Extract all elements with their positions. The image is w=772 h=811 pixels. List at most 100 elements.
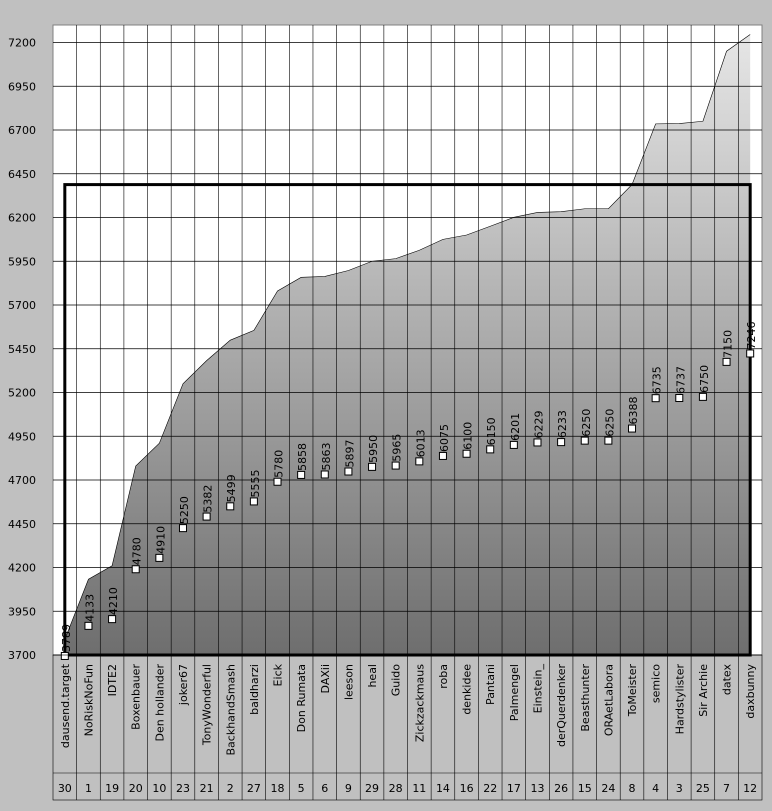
rank-label: 9 — [345, 782, 352, 795]
rank-label: 12 — [743, 782, 757, 795]
marker — [438, 451, 447, 460]
y-tick-label: 4200 — [8, 562, 36, 575]
y-tick-label: 5700 — [8, 299, 36, 312]
y-tick-label: 6700 — [8, 124, 36, 137]
x-tick-label: dausend.target — [59, 663, 72, 748]
data-label: 6233 — [556, 410, 569, 438]
data-label: 6250 — [580, 409, 593, 437]
marker — [722, 357, 731, 366]
marker — [391, 461, 400, 470]
data-label: 6735 — [651, 366, 664, 394]
rank-label: 28 — [389, 782, 403, 795]
data-label: 4910 — [154, 526, 167, 554]
data-label: 6150 — [485, 417, 498, 445]
x-tick-label: Don Rumata — [295, 664, 308, 732]
marker — [604, 436, 613, 445]
data-label: 5499 — [225, 474, 238, 502]
y-tick-label: 5200 — [8, 387, 36, 400]
rank-label: 23 — [176, 782, 190, 795]
rank-label: 24 — [601, 782, 615, 795]
rank-label: 11 — [412, 782, 426, 795]
data-label: 6100 — [462, 422, 475, 450]
marker — [60, 651, 69, 660]
rank-label: 29 — [365, 782, 379, 795]
marker — [202, 512, 211, 521]
x-tick-label: DAXii — [319, 664, 332, 693]
marker — [509, 440, 518, 449]
marker — [675, 394, 684, 403]
x-tick-label: baldharzi — [248, 664, 261, 715]
data-label: 5950 — [367, 435, 380, 463]
data-label: 5250 — [178, 496, 191, 524]
marker — [320, 470, 329, 479]
data-label: 5555 — [249, 469, 262, 497]
rank-label: 5 — [298, 782, 305, 795]
data-label: 7246 — [745, 321, 758, 349]
rank-label: 22 — [483, 782, 497, 795]
rank-label: 25 — [696, 782, 710, 795]
x-tick-label: datex — [721, 664, 734, 696]
x-tick-label: roba — [437, 664, 450, 689]
rank-label: 6 — [321, 782, 328, 795]
rank-label: 10 — [152, 782, 166, 795]
x-tick-label: NoRiskNoFun — [82, 664, 95, 736]
marker — [249, 497, 258, 506]
marker — [698, 392, 707, 401]
label-frame — [52, 654, 763, 801]
data-label: 5897 — [343, 440, 356, 468]
data-label: 6013 — [414, 429, 427, 457]
marker — [462, 449, 471, 458]
data-label: 5858 — [296, 443, 309, 471]
rank-label: 13 — [530, 782, 544, 795]
x-tick-label: Den hollander — [153, 664, 166, 742]
marker — [746, 349, 755, 358]
rank-label: 20 — [129, 782, 143, 795]
data-label: 5382 — [202, 485, 215, 513]
x-tick-label: Hardstylister — [673, 664, 686, 735]
marker — [651, 394, 660, 403]
data-label: 4780 — [131, 537, 144, 565]
data-label: 6229 — [532, 410, 545, 438]
y-tick-label: 4950 — [8, 430, 36, 443]
rank-label: 14 — [436, 782, 450, 795]
rank-label: 18 — [271, 782, 285, 795]
x-tick-label: derQuerdenker — [555, 664, 568, 747]
y-tick-label: 5950 — [8, 255, 36, 268]
x-tick-label: denkidee — [461, 664, 474, 715]
x-tick-label: daxbunny — [744, 664, 757, 719]
x-tick-label: Eick — [272, 663, 285, 686]
rank-label: 27 — [247, 782, 261, 795]
marker — [226, 502, 235, 511]
data-label: 6737 — [674, 366, 687, 394]
y-tick-label: 6950 — [8, 80, 36, 93]
x-tick-label: Pantani — [484, 664, 497, 705]
marker — [273, 477, 282, 486]
rank-label: 15 — [578, 782, 592, 795]
data-label: 4210 — [107, 587, 120, 615]
marker — [557, 438, 566, 447]
x-tick-label: Boxenbauer — [130, 664, 143, 730]
rank-label: 16 — [460, 782, 474, 795]
y-tick-label: 6200 — [8, 212, 36, 225]
marker — [297, 470, 306, 479]
x-tick-label: Beasthunter — [579, 664, 592, 732]
x-tick-label: joker67 — [177, 664, 190, 706]
marker — [178, 524, 187, 533]
marker — [344, 467, 353, 476]
y-tick-label: 7200 — [8, 37, 36, 50]
data-label: 6388 — [627, 397, 640, 425]
y-tick-label: 6450 — [8, 168, 36, 181]
x-tick-label: Einstein_ — [531, 664, 544, 714]
data-label: 3789 — [60, 624, 73, 652]
x-tick-label: ToMeister — [626, 664, 639, 718]
marker — [486, 445, 495, 454]
x-tick-label: ORAetLabora — [602, 664, 615, 736]
x-tick-label: semico — [650, 664, 663, 703]
x-tick-label: heal — [366, 664, 379, 688]
y-tick-label: 5450 — [8, 343, 36, 356]
data-label: 5863 — [320, 442, 333, 470]
marker — [580, 436, 589, 445]
x-tick-label: Guido — [390, 664, 403, 697]
rank-label: 26 — [554, 782, 568, 795]
